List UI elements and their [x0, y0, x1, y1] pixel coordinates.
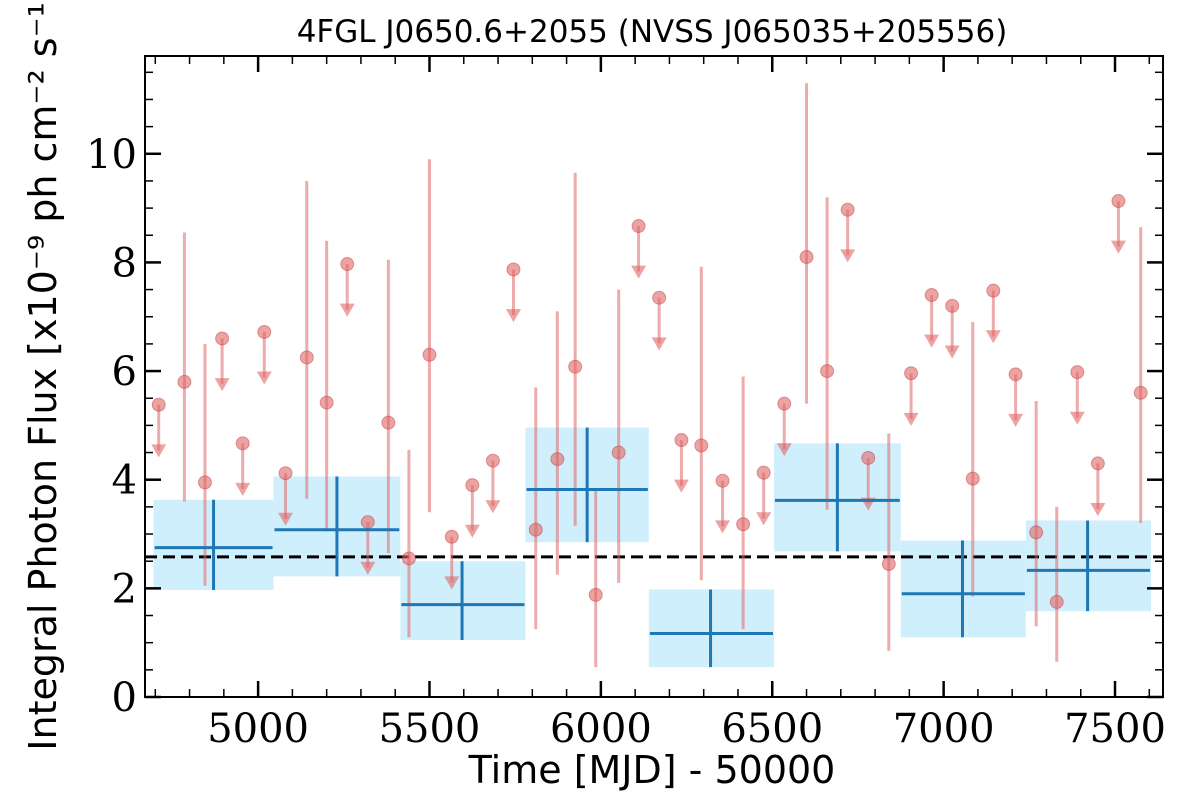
- upper-limit-arrowhead: [235, 482, 251, 496]
- flux-point: [177, 374, 192, 389]
- upper-limit-arrowhead: [464, 524, 480, 538]
- upper-limit-arrowhead: [360, 561, 376, 575]
- upper-limit-point: [945, 298, 960, 313]
- flux-point: [611, 445, 626, 460]
- flux-point: [528, 522, 543, 537]
- flux-point: [820, 364, 835, 379]
- flux-point: [550, 452, 565, 467]
- flux-point: [881, 556, 896, 571]
- x-tick-label: 7500: [1064, 706, 1166, 752]
- upper-limit-point: [631, 219, 646, 234]
- upper-limit-point: [924, 288, 939, 303]
- x-tick-label: 6500: [721, 706, 823, 752]
- upper-limit-arrowhead: [776, 443, 792, 457]
- long-bin-crosshairs: [154, 427, 1151, 668]
- flux-point: [401, 551, 416, 566]
- upper-limit-point: [506, 262, 521, 277]
- upper-limit-point: [215, 331, 230, 346]
- upper-limit-arrowhead: [444, 576, 460, 590]
- upper-limit-arrowhead: [256, 371, 272, 385]
- upper-limit-arrowhead: [631, 265, 647, 279]
- upper-limit-point: [1008, 367, 1023, 382]
- flux-point: [965, 471, 980, 486]
- y-tick-label: 6: [112, 349, 137, 395]
- upper-limit-arrowhead: [985, 330, 1001, 344]
- upper-limit-point: [278, 466, 293, 481]
- flux-point: [319, 395, 334, 410]
- flux-point: [197, 475, 212, 490]
- flux-point: [568, 359, 583, 374]
- upper-limit-point: [715, 473, 730, 488]
- x-tick-label: 5500: [379, 706, 481, 752]
- upper-limit-point: [485, 453, 500, 468]
- upper-limit-point: [861, 450, 876, 465]
- x-tick-label: 6000: [550, 706, 652, 752]
- upper-limit-arrowhead: [715, 520, 731, 534]
- upper-limit-arrowhead: [1110, 240, 1126, 254]
- long-bin-boxes: [153, 427, 1152, 668]
- upper-limit-point: [777, 396, 792, 411]
- plot-frame: [144, 55, 1164, 698]
- upper-limit-point: [465, 478, 480, 493]
- flux-point: [299, 350, 314, 365]
- flux-point: [1029, 525, 1044, 540]
- upper-limit-point: [652, 290, 667, 305]
- flux-point: [381, 415, 396, 430]
- upper-limit-point: [674, 433, 689, 448]
- upper-limit-arrowhead: [505, 309, 521, 323]
- upper-limit-point: [756, 465, 771, 480]
- axes-layer: 5000 5500 6000 6500 7000 7500 0 2 4 6 8 10: [86, 55, 1166, 752]
- x-tick-label: 5000: [207, 706, 309, 752]
- upper-limit-point: [235, 436, 250, 451]
- upper-limit-arrowhead: [1008, 413, 1024, 427]
- upper-limit-arrowhead: [944, 345, 960, 359]
- flux-point: [694, 438, 709, 453]
- upper-limit-point: [1070, 365, 1085, 380]
- flux-point: [422, 347, 437, 362]
- upper-limit-point: [360, 515, 375, 530]
- upper-limit-point: [904, 366, 919, 381]
- upper-limit-arrowhead: [151, 444, 167, 458]
- upper-limit-arrowhead: [673, 479, 689, 493]
- upper-limit-arrowhead: [840, 249, 856, 263]
- upper-limit-point: [840, 202, 855, 217]
- x-tick-label: 7000: [893, 706, 995, 752]
- upper-limit-arrowhead: [756, 512, 772, 526]
- chart-title: 4FGL J0650.6+2055 (NVSS J065035+205556): [297, 14, 1008, 50]
- upper-limit-arrowhead: [924, 334, 940, 348]
- y-axis-label: Integral Photon Flux [x10⁻⁹ ph cm⁻² s⁻¹]: [21, 0, 65, 751]
- y-tick-label: 10: [86, 132, 137, 178]
- flux-point: [1049, 594, 1064, 609]
- upper-limit-arrowhead: [214, 378, 230, 392]
- x-axis-label: Time [MJD] - 50000: [468, 748, 836, 792]
- upper-limit-point: [340, 257, 355, 272]
- upper-limit-point: [1111, 194, 1126, 209]
- upper-limit-arrowhead: [485, 500, 501, 514]
- y-tick-label: 0: [112, 675, 137, 721]
- upper-limit-arrowhead: [651, 337, 667, 351]
- y-tick-label: 2: [112, 566, 137, 612]
- y-tick-label: 4: [112, 458, 137, 504]
- upper-limit-point: [986, 283, 1001, 298]
- flux-point: [736, 517, 751, 532]
- upper-limit-point: [257, 324, 272, 339]
- flux-point: [1133, 385, 1148, 400]
- upper-limit-point: [1090, 456, 1105, 471]
- flux-point: [799, 249, 814, 264]
- flux-point: [588, 587, 603, 602]
- upper-limit-arrowhead: [1090, 503, 1106, 517]
- upper-limit-arrowhead: [339, 303, 355, 317]
- upper-limit-arrowhead: [278, 512, 294, 526]
- upper-limit-arrowhead: [1069, 411, 1085, 425]
- upper-limit-point: [151, 397, 166, 412]
- upper-limit-point: [444, 529, 459, 544]
- y-tick-label: 8: [112, 240, 137, 286]
- short-bin-markers: [151, 83, 1148, 668]
- upper-limit-arrowhead: [903, 412, 919, 426]
